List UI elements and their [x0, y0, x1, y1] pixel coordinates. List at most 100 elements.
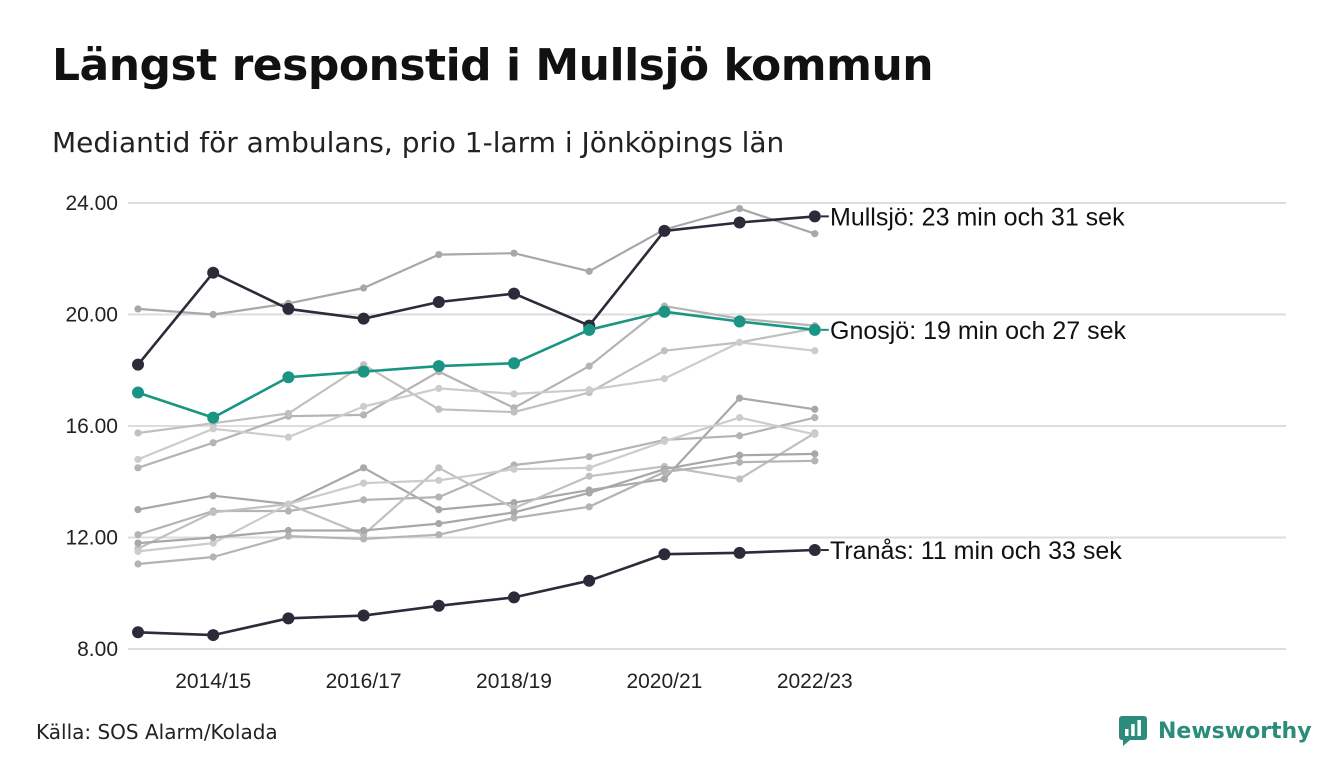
series-line — [136, 215, 815, 366]
series-line — [137, 548, 815, 637]
background-series-line — [134, 302, 819, 472]
y-tick-label: 24.00 — [65, 192, 118, 215]
data-point — [209, 539, 217, 547]
data-point — [660, 475, 669, 483]
data-point — [435, 476, 443, 484]
series-end-label: Tranås: 11 min och 33 sek — [830, 537, 1122, 565]
data-point — [432, 295, 445, 308]
x-axis: 2014/15 2016/17 2018/19 2020/21 2022/23 — [175, 670, 853, 693]
data-point — [435, 506, 443, 514]
data-point — [583, 323, 596, 336]
data-point — [134, 429, 142, 437]
data-point — [736, 394, 744, 402]
data-point — [284, 409, 292, 418]
background-series-line — [134, 394, 819, 514]
data-point — [209, 425, 217, 433]
data-point — [284, 526, 292, 535]
data-point — [510, 514, 518, 522]
background-series — [134, 204, 819, 568]
background-series-line — [134, 414, 819, 539]
x-tick-label: 2020/21 — [626, 670, 702, 693]
data-point — [736, 458, 744, 466]
chart-title: Längst responstid i Mullsjö kommun — [52, 40, 934, 91]
data-point — [658, 305, 671, 318]
data-point — [585, 362, 593, 370]
data-point — [736, 414, 744, 422]
series-line — [137, 416, 816, 553]
data-point — [736, 475, 744, 483]
data-point — [209, 439, 217, 447]
data-point — [811, 347, 819, 355]
data-point — [585, 503, 593, 511]
data-point — [207, 629, 220, 642]
data-point — [435, 405, 443, 413]
data-point — [134, 539, 142, 547]
data-point — [808, 544, 821, 557]
data-point — [209, 508, 217, 517]
data-point — [585, 453, 593, 461]
data-point — [811, 457, 819, 465]
data-point — [808, 323, 821, 336]
background-series-line — [134, 457, 819, 568]
data-point — [510, 508, 518, 517]
series-line — [137, 432, 816, 550]
data-point — [811, 414, 819, 422]
data-point — [660, 375, 669, 383]
data-point — [510, 408, 518, 416]
gridlines — [128, 202, 1286, 650]
data-point — [134, 506, 142, 514]
data-point — [508, 287, 520, 300]
series-line — [137, 305, 815, 469]
data-point — [134, 547, 142, 556]
data-point — [134, 560, 142, 568]
data-point — [508, 591, 520, 604]
x-tick-label: 2022/23 — [777, 670, 853, 693]
background-series-line — [134, 414, 819, 556]
data-point — [132, 358, 144, 371]
data-point — [733, 315, 746, 328]
data-point — [282, 612, 295, 625]
y-axis: 8.00 12.00 16.00 20.00 24.00 — [65, 192, 118, 661]
background-series-line — [134, 429, 819, 553]
data-point — [435, 464, 443, 472]
data-point — [435, 519, 443, 528]
data-point — [811, 430, 819, 438]
data-point — [209, 492, 217, 500]
data-point — [736, 432, 744, 440]
data-point — [585, 472, 593, 480]
data-point — [736, 204, 744, 213]
series-end-label: Mullsjö: 23 min och 31 sek — [830, 203, 1125, 231]
highlighted-series-line — [132, 544, 821, 642]
data-point — [811, 450, 819, 458]
data-point — [811, 405, 819, 413]
series-line — [137, 341, 815, 461]
newsworthy-icon — [1119, 716, 1147, 746]
data-point — [284, 532, 292, 540]
data-point — [510, 390, 518, 398]
y-tick-label: 20.00 — [65, 304, 118, 327]
source-note: Källa: SOS Alarm/Kolada — [36, 720, 278, 744]
data-point — [432, 599, 445, 612]
data-point — [510, 249, 518, 257]
series-line — [137, 310, 815, 419]
data-point — [660, 347, 669, 355]
data-point — [660, 437, 669, 445]
data-point — [207, 266, 220, 279]
data-point — [360, 526, 368, 535]
data-point — [736, 451, 744, 459]
data-point — [432, 360, 445, 373]
data-point — [435, 250, 443, 259]
data-point — [282, 371, 295, 384]
data-point — [585, 267, 593, 275]
series-line — [137, 459, 815, 566]
highlighted-series-line — [132, 210, 821, 371]
data-point — [808, 210, 821, 223]
data-point — [360, 496, 368, 504]
data-point — [733, 216, 746, 229]
data-point — [736, 338, 744, 346]
x-tick-label: 2014/15 — [175, 670, 251, 693]
data-point — [357, 312, 370, 325]
data-point — [585, 489, 593, 497]
data-point — [360, 464, 368, 472]
data-point — [435, 493, 443, 501]
